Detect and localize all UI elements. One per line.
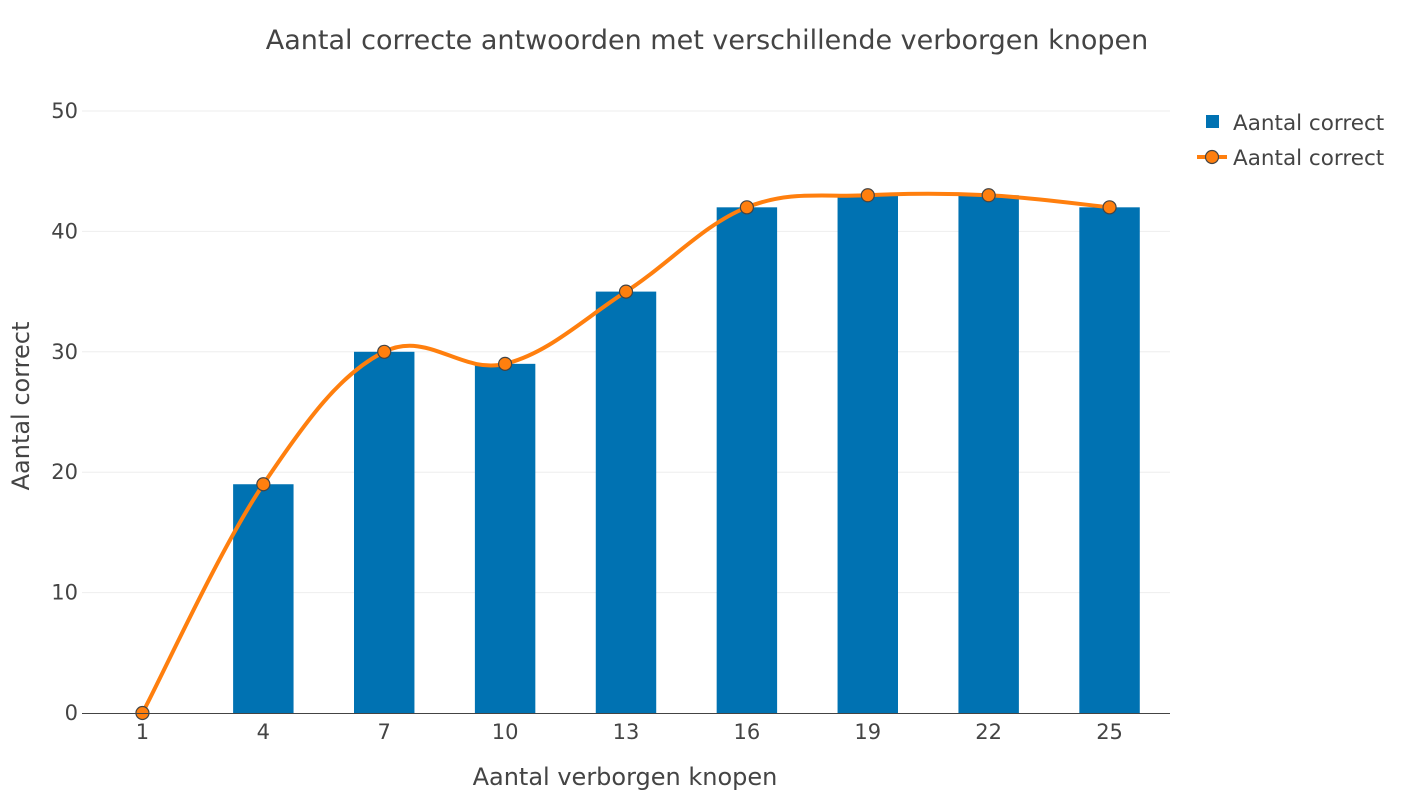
y-tick-label: 0 (65, 701, 78, 725)
x-tick-label: 25 (1096, 720, 1123, 744)
bar (474, 363, 536, 713)
line-point (498, 356, 513, 371)
y-tick-label: 50 (51, 99, 78, 123)
x-tick-label: 13 (613, 720, 640, 744)
y-tick-label: 20 (51, 460, 78, 484)
line-point (981, 188, 996, 203)
legend-marker-swatch (1204, 149, 1220, 165)
x-tick-label: 19 (854, 720, 881, 744)
y-axis-title: Aantal correct (7, 322, 35, 491)
line-point (377, 344, 392, 359)
x-tick-label: 10 (492, 720, 519, 744)
legend: Aantal correct Aantal correct (1197, 111, 1384, 171)
x-tick-label: 22 (975, 720, 1002, 744)
bar (233, 484, 294, 713)
legend-label: Aantal correct (1233, 146, 1384, 171)
x-tick-label: 4 (257, 720, 270, 744)
y-axis: 0 10 20 30 40 50 (51, 99, 78, 725)
line-point (1102, 200, 1117, 215)
x-tick-label: 1 (136, 720, 149, 744)
bar (837, 195, 898, 713)
legend-bar-swatch (1206, 115, 1219, 128)
line-point (256, 477, 271, 492)
bar (958, 195, 1019, 713)
bar (716, 207, 778, 713)
x-tick-label: 16 (734, 720, 761, 744)
chart-title: Aantal correcte antwoorden met verschill… (266, 25, 1148, 56)
line-point (860, 188, 875, 203)
x-axis: 1 4 7 10 13 16 19 22 25 (82, 713, 1170, 744)
bar (595, 291, 657, 713)
y-tick-label: 10 (51, 581, 78, 605)
y-tick-label: 40 (51, 219, 78, 243)
bar (1079, 207, 1140, 713)
legend-label: Aantal correct (1233, 111, 1384, 136)
line-point (739, 200, 754, 215)
x-axis-title: Aantal verborgen knopen (473, 763, 778, 791)
x-tick-label: 7 (378, 720, 391, 744)
line-point (618, 284, 634, 299)
bar-series (233, 195, 1140, 713)
y-tick-label: 30 (51, 340, 78, 364)
bar (354, 351, 415, 713)
